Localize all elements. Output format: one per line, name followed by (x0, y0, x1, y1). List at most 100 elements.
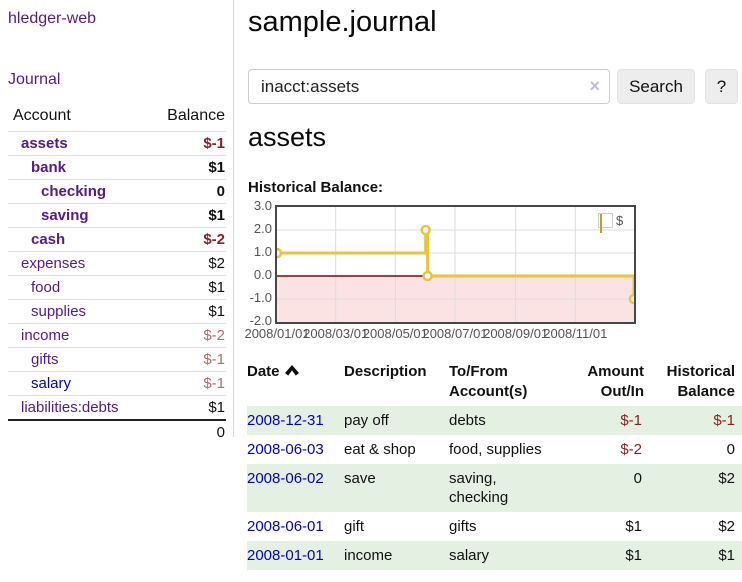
column-header-tofrom: To/From Account(s) (449, 363, 528, 400)
sidebar: hledger-web Journal Account Balance asse… (0, 0, 233, 582)
account-balance: $-1 (203, 135, 225, 152)
register-row: 2008-06-01 gift gifts $1 $2 (247, 512, 742, 541)
account-link[interactable]: salary (31, 375, 72, 392)
transaction-description: gift (344, 518, 365, 535)
account-link[interactable]: gifts (31, 351, 59, 368)
account-row-gifts: gifts $-1 (8, 347, 226, 371)
account-balance: $-1 (203, 375, 225, 392)
chart-legend: $ (597, 212, 625, 233)
account-link[interactable]: income (21, 327, 70, 344)
account-balance: $2 (208, 255, 225, 272)
help-button[interactable]: ? (705, 69, 738, 104)
account-link[interactable]: cash (31, 231, 66, 248)
register-table: Date Description To/From Account(s) Amou… (247, 358, 742, 570)
account-row-checking: checking 0 (8, 179, 226, 203)
transaction-description: eat & shop (344, 441, 416, 458)
account-link[interactable]: saving (41, 207, 89, 224)
column-header-amount: Amount Out/In (587, 363, 644, 400)
legend-label: $ (616, 213, 624, 228)
account-row-cash: cash $-2 (8, 227, 226, 251)
sidebar-item-journal[interactable]: Journal (8, 71, 61, 88)
transaction-balance: 0 (726, 441, 735, 458)
accounts-total-value: 0 (216, 424, 225, 441)
transaction-accounts: saving, checking (449, 470, 509, 506)
transaction-amount: $1 (625, 518, 642, 535)
date-header-label: Date (247, 363, 280, 380)
transaction-balance: $-1 (713, 412, 735, 429)
legend-swatch (598, 213, 613, 233)
column-header-date[interactable]: Date (247, 358, 344, 406)
account-row-food: food $1 (8, 275, 226, 299)
register-row: 2008-06-02 save saving, checking 0 $2 (247, 464, 742, 512)
account-balance: $1 (208, 303, 225, 320)
sort-ascending-icon (284, 362, 299, 382)
search-input[interactable] (248, 69, 610, 104)
sidebar-divider (233, 0, 234, 437)
account-balance: $-2 (203, 231, 225, 248)
transaction-amount: 0 (633, 470, 642, 487)
register-header-row: Date Description To/From Account(s) Amou… (247, 358, 742, 406)
accounts-table: Account Balance assets $-1 bank $1 check… (8, 103, 226, 444)
account-row-assets: assets $-1 (8, 131, 226, 155)
account-balance: 0 (216, 183, 225, 200)
account-link[interactable]: supplies (31, 303, 87, 320)
account-row-supplies: supplies $1 (8, 299, 226, 323)
account-balance: $-2 (203, 327, 225, 344)
account-row-income: income $-2 (8, 323, 226, 347)
page-title: sample.journal (248, 6, 437, 38)
account-link[interactable]: assets (21, 135, 68, 152)
account-link[interactable]: food (31, 279, 61, 296)
chart-plot (275, 205, 636, 324)
transaction-description: income (344, 547, 393, 564)
transaction-accounts: gifts (449, 518, 477, 535)
transaction-balance: $2 (718, 518, 735, 535)
transaction-date-link[interactable]: 2008-06-02 (247, 470, 324, 487)
historical-balance-chart: 3.0 2.0 1.0 0.0 -1.0 -2.0 2008/01/01 2008/03/0… (244, 198, 667, 345)
register-row: 2008-01-01 income salary $1 $1 (247, 541, 742, 570)
transaction-amount: $1 (625, 547, 642, 564)
register-row: 2008-06-03 eat & shop food, supplies $-2… (247, 435, 742, 464)
transaction-amount: $-2 (620, 441, 642, 458)
search-button[interactable]: Search (617, 69, 695, 104)
transaction-description: save (344, 470, 376, 487)
transaction-accounts: food, supplies (449, 441, 542, 458)
accounts-header-account: Account (13, 107, 71, 124)
account-balance: $-1 (203, 351, 225, 368)
transaction-date-link[interactable]: 2008-06-03 (247, 441, 324, 458)
account-link[interactable]: expenses (21, 255, 86, 272)
transaction-balance: $2 (718, 470, 735, 487)
brand-link[interactable]: hledger-web (8, 10, 97, 27)
column-header-description: Description (344, 363, 427, 380)
search-form: × Search ? (248, 69, 742, 105)
transaction-balance: $1 (718, 547, 735, 564)
clear-search-icon[interactable]: × (589, 76, 600, 96)
account-row-saving: saving $1 (8, 203, 226, 227)
account-balance: $1 (208, 399, 225, 416)
account-link[interactable]: bank (31, 159, 67, 176)
account-row-bank: bank $1 (8, 155, 226, 179)
search-input-wrap: × (248, 69, 610, 104)
accounts-header-balance: Balance (167, 107, 225, 124)
account-row-salary: salary $-1 (8, 371, 226, 395)
main-content: sample.journal × Search ? assets Histori… (244, 0, 742, 582)
transaction-date-link[interactable]: 2008-12-31 (247, 412, 324, 429)
accounts-table-header: Account Balance (8, 103, 226, 131)
accounts-total-row: 0 (8, 419, 226, 444)
account-row-liabilities-debts: liabilities:debts $1 (8, 395, 226, 419)
column-header-balance: Historical Balance (666, 363, 735, 400)
transaction-amount: $-1 (620, 412, 642, 429)
account-heading: assets (248, 122, 327, 152)
account-link[interactable]: checking (41, 183, 107, 200)
account-link[interactable]: liabilities:debts (21, 399, 119, 416)
transaction-accounts: debts (449, 412, 486, 429)
account-balance: $1 (208, 159, 225, 176)
account-row-expenses: expenses $2 (8, 251, 226, 275)
transaction-description: pay off (344, 412, 389, 429)
transaction-accounts: salary (449, 547, 490, 564)
register-row: 2008-12-31 pay off debts $-1 $-1 (247, 406, 742, 435)
transaction-date-link[interactable]: 2008-06-01 (247, 518, 324, 535)
transaction-date-link[interactable]: 2008-01-01 (247, 547, 324, 564)
account-balance: $1 (208, 207, 225, 224)
account-balance: $1 (208, 279, 225, 296)
chart-title: Historical Balance: (248, 179, 384, 196)
